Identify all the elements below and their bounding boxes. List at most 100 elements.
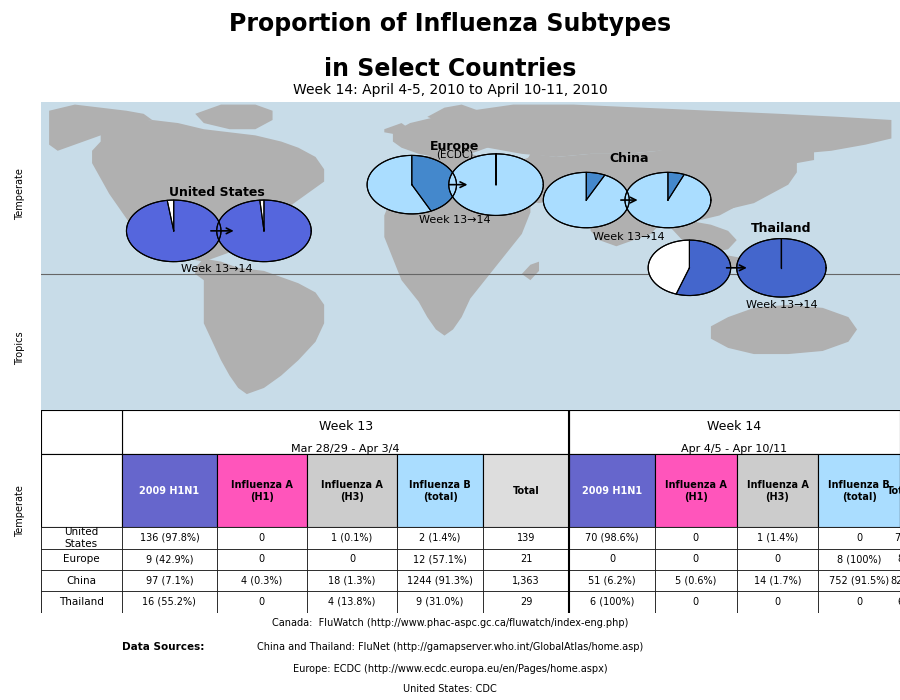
Text: Thailand: Thailand [58, 597, 104, 607]
Text: Apr 4/5 - Apr 10/11: Apr 4/5 - Apr 10/11 [681, 444, 788, 454]
Bar [217, 454, 307, 527]
Bar [737, 549, 818, 570]
Text: Week 14: April 4-5, 2010 to April 10-11, 2010: Week 14: April 4-5, 2010 to April 10-11,… [292, 83, 608, 97]
Bar [217, 592, 307, 612]
Bar [397, 549, 483, 570]
Polygon shape [384, 123, 410, 135]
Polygon shape [544, 172, 629, 228]
Text: Total: Total [886, 486, 900, 496]
Text: Temperate: Temperate [15, 485, 25, 537]
Bar [217, 527, 307, 549]
Bar [483, 592, 569, 612]
Bar [40, 527, 122, 549]
Polygon shape [217, 200, 311, 262]
Text: Europe: Europe [430, 140, 480, 153]
Bar [217, 570, 307, 592]
Polygon shape [50, 104, 152, 150]
Text: 1 (0.1%): 1 (0.1%) [331, 533, 373, 543]
Bar [818, 527, 900, 549]
Text: 2 (1.4%): 2 (1.4%) [419, 533, 461, 543]
Bar [397, 570, 483, 592]
Text: Week 13→14: Week 13→14 [419, 215, 491, 225]
Polygon shape [599, 141, 796, 218]
Text: 4 (13.8%): 4 (13.8%) [328, 597, 376, 607]
Text: in Select Countries: in Select Countries [324, 57, 576, 80]
Text: 4 (0.3%): 4 (0.3%) [241, 575, 283, 585]
Polygon shape [167, 200, 174, 231]
Polygon shape [92, 120, 324, 262]
Polygon shape [384, 154, 530, 335]
Bar [307, 454, 397, 527]
Text: 0: 0 [775, 597, 780, 607]
Text: 0: 0 [349, 554, 356, 564]
Polygon shape [737, 239, 826, 297]
Text: Influenza A
(H1): Influenza A (H1) [665, 480, 727, 501]
Bar [818, 592, 900, 612]
Text: 752 (91.5%): 752 (91.5%) [829, 575, 889, 585]
Text: Week 13: Week 13 [319, 420, 373, 433]
Text: China: China [609, 152, 649, 165]
Polygon shape [513, 150, 762, 225]
Text: Europe: ECDC (http://www.ecdc.europa.eu/en/Pages/home.aspx): Europe: ECDC (http://www.ecdc.europa.eu/… [292, 664, 608, 674]
Polygon shape [445, 104, 891, 157]
Bar [737, 454, 818, 527]
Polygon shape [428, 104, 488, 123]
Bar [122, 454, 217, 527]
Text: 0: 0 [693, 597, 699, 607]
Text: Week 14: Week 14 [707, 420, 761, 433]
Text: United States: CDC: United States: CDC [403, 685, 497, 694]
Polygon shape [685, 249, 762, 268]
Bar [483, 454, 569, 527]
Bar [122, 410, 569, 454]
Text: 9 (31.0%): 9 (31.0%) [417, 597, 464, 607]
Bar [818, 454, 900, 527]
Polygon shape [367, 155, 431, 214]
Polygon shape [586, 172, 605, 200]
Text: 12 (57.1%): 12 (57.1%) [413, 554, 467, 564]
Text: Temperate: Temperate [15, 168, 25, 220]
Text: 139: 139 [517, 533, 535, 543]
Bar [569, 454, 655, 527]
Text: Total: Total [513, 486, 539, 496]
Bar [397, 527, 483, 549]
Bar [483, 527, 569, 549]
Bar [569, 410, 900, 454]
Text: 1244 (91.3%): 1244 (91.3%) [407, 575, 473, 585]
Bar [307, 527, 397, 549]
Bar [122, 527, 217, 549]
Text: United States: United States [169, 186, 265, 199]
Bar [40, 549, 122, 570]
Polygon shape [260, 200, 264, 231]
Text: 8 (100%): 8 (100%) [837, 554, 881, 564]
Bar [737, 527, 818, 549]
Bar [655, 592, 737, 612]
Text: 21: 21 [520, 554, 532, 564]
Bar [818, 549, 900, 570]
Text: 0: 0 [259, 533, 265, 543]
Text: 0: 0 [856, 533, 862, 543]
Text: 0: 0 [259, 597, 265, 607]
Text: 0: 0 [856, 597, 862, 607]
Bar [40, 592, 122, 612]
Text: Data Sources:: Data Sources: [122, 643, 204, 652]
Bar [569, 570, 655, 592]
Text: 6 (100%): 6 (100%) [590, 597, 634, 607]
Text: 0: 0 [775, 554, 780, 564]
Text: 0: 0 [259, 554, 265, 564]
Text: 2009 H1N1: 2009 H1N1 [582, 486, 642, 496]
Bar [122, 592, 217, 612]
Polygon shape [668, 218, 737, 253]
Polygon shape [625, 172, 711, 228]
Polygon shape [195, 104, 273, 130]
Polygon shape [127, 200, 221, 262]
Text: 0: 0 [693, 533, 699, 543]
Text: Influenza A
(H3): Influenza A (H3) [321, 480, 383, 501]
Text: 5 (0.6%): 5 (0.6%) [675, 575, 716, 585]
Bar [569, 549, 655, 570]
Bar [483, 549, 569, 570]
Text: 16 (55.2%): 16 (55.2%) [142, 597, 196, 607]
Text: 8: 8 [897, 554, 900, 564]
Text: 51 (6.2%): 51 (6.2%) [589, 575, 636, 585]
Polygon shape [449, 154, 544, 216]
Bar [655, 570, 737, 592]
